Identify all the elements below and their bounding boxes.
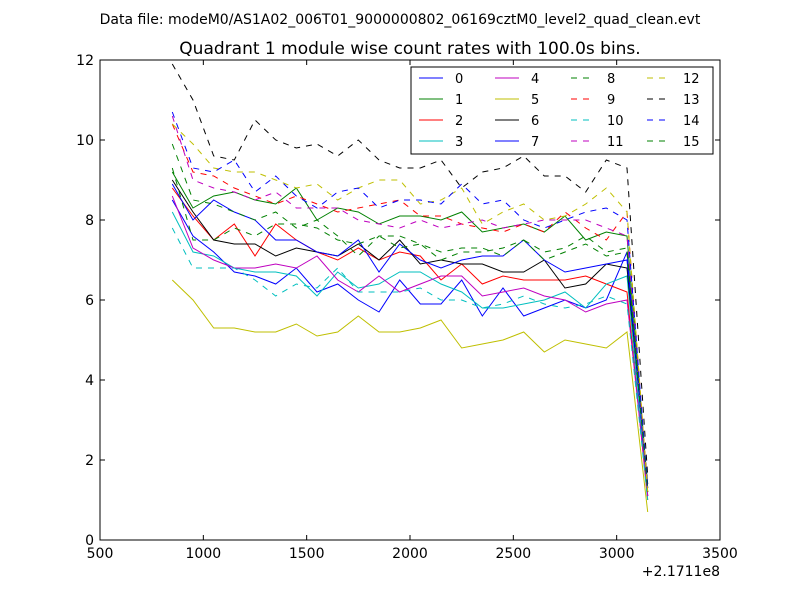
legend-frame — [410, 66, 714, 155]
series-line-14 — [171, 111, 649, 489]
series-line-8 — [171, 143, 649, 493]
series-lines — [171, 63, 649, 513]
y-tick-label: 2 — [85, 453, 94, 469]
legend-label-14: 14 — [683, 114, 700, 129]
legend-label-6: 6 — [531, 114, 539, 129]
legend-label-7: 7 — [531, 135, 539, 150]
legend-label-0: 0 — [455, 72, 463, 87]
legend-label-8: 8 — [607, 72, 615, 87]
series-line-10 — [171, 227, 649, 501]
legend-label-9: 9 — [607, 93, 615, 108]
y-tick-label: 8 — [85, 213, 94, 229]
legend-label-12: 12 — [683, 72, 700, 87]
series-line-13 — [171, 63, 649, 477]
x-tick-label: 3500 — [702, 546, 738, 562]
series-line-15 — [171, 167, 649, 493]
chart-title: Quadrant 1 module wise count rates with … — [179, 39, 640, 59]
x-offset-label: +2.1711e8 — [642, 564, 720, 580]
y-tick-label: 6 — [85, 293, 94, 309]
legend-label-11: 11 — [607, 135, 624, 150]
y-tick-label: 10 — [76, 133, 94, 149]
series-line-6 — [171, 179, 649, 485]
x-tick-label: 500 — [87, 546, 114, 562]
series-line-2 — [171, 187, 649, 501]
legend-label-15: 15 — [683, 135, 700, 150]
legend-label-1: 1 — [455, 93, 463, 108]
x-tick-label: 3000 — [599, 546, 635, 562]
series-line-3 — [171, 211, 649, 501]
y-tick-label: 0 — [85, 533, 94, 549]
legend-label-5: 5 — [531, 93, 539, 108]
y-tick-label: 4 — [85, 373, 94, 389]
legend-label-13: 13 — [683, 93, 700, 108]
legend-label-10: 10 — [607, 114, 624, 129]
x-tick-label: 2500 — [496, 546, 532, 562]
series-line-1 — [171, 171, 649, 489]
x-tick-label: 1500 — [289, 546, 325, 562]
x-tick-label: 2000 — [392, 546, 428, 562]
legend-label-4: 4 — [531, 72, 539, 87]
series-line-0 — [171, 199, 649, 497]
series-line-9 — [171, 123, 649, 493]
legend-label-3: 3 — [455, 135, 463, 150]
chart-suptitle: Data file: modeM0/AS1A02_006T01_90000008… — [100, 12, 701, 28]
series-line-4 — [171, 195, 649, 497]
legend-label-2: 2 — [455, 114, 463, 129]
series-line-5 — [171, 279, 649, 513]
x-tick-label: 1000 — [186, 546, 222, 562]
y-tick-label: 12 — [76, 53, 94, 69]
series-line-12 — [171, 123, 649, 493]
